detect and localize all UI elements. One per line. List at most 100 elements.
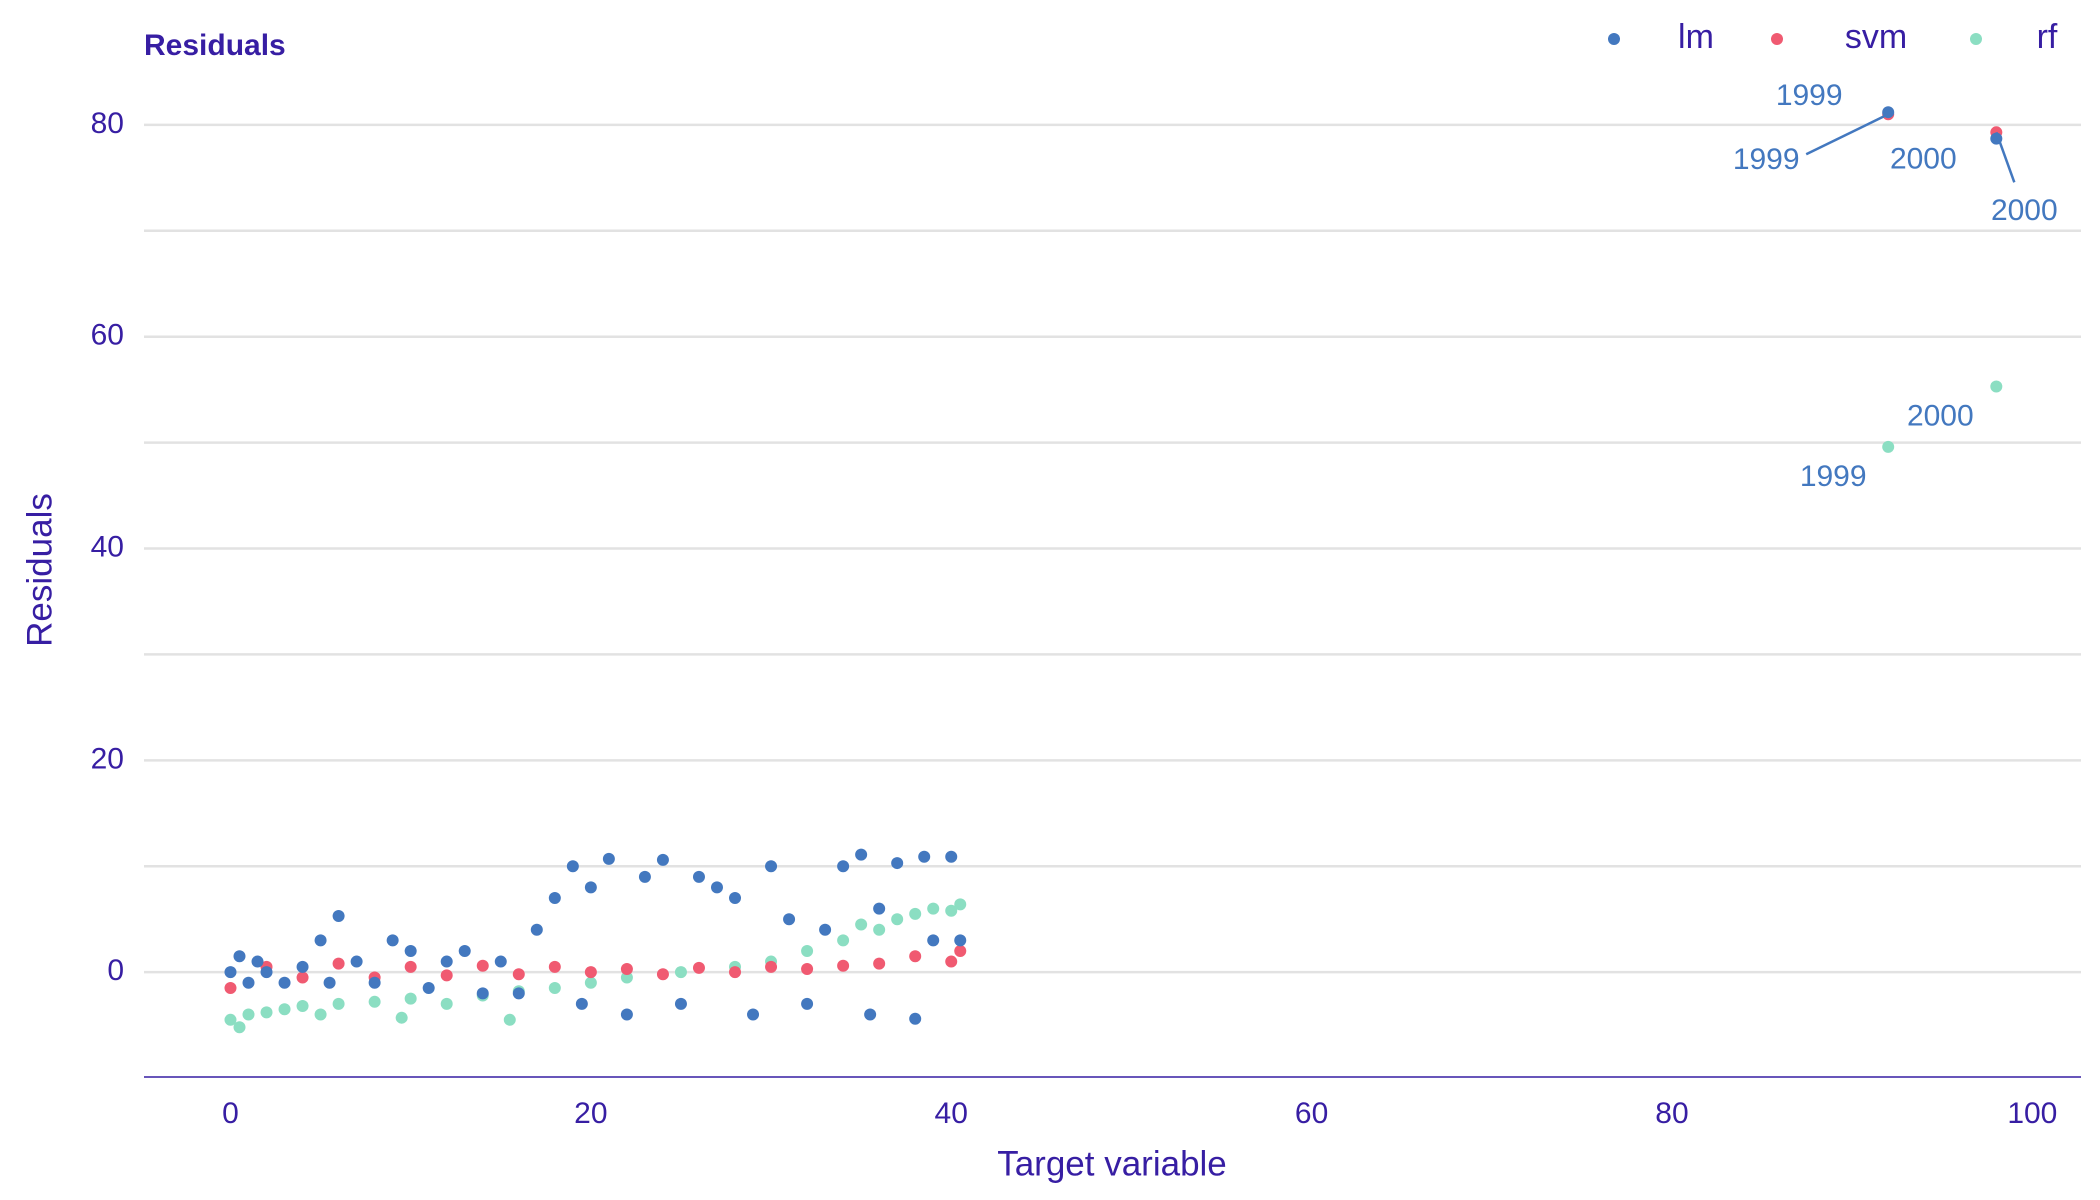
point: [891, 857, 904, 870]
point: [620, 971, 633, 984]
point: [260, 1006, 273, 1019]
x-tick-label: 20: [574, 1097, 607, 1130]
point: [909, 1012, 922, 1025]
annotation: 1999: [1800, 460, 1867, 493]
point: [224, 966, 237, 979]
legend-marker: [1608, 33, 1620, 45]
point: [819, 923, 832, 936]
point: [765, 960, 778, 973]
point: [575, 997, 588, 1010]
annotation: 2000: [1907, 399, 1974, 432]
point: [296, 1000, 309, 1013]
point: [584, 966, 597, 979]
point: [729, 966, 742, 979]
point: [548, 982, 561, 995]
legend-label: rf: [2037, 18, 2058, 56]
point: [855, 918, 868, 931]
point: [620, 962, 633, 975]
point: [395, 1011, 408, 1024]
x-tick-label: 40: [935, 1097, 968, 1130]
point: [927, 902, 940, 915]
point: [873, 923, 886, 936]
point: [837, 934, 850, 947]
point: [873, 902, 886, 915]
point: [530, 923, 543, 936]
point: [368, 995, 381, 1008]
point: [873, 957, 886, 970]
point: [476, 959, 489, 972]
annotation-leader: [1805, 113, 1889, 156]
legend-label: svm: [1845, 18, 1907, 56]
annotation: 1999: [1776, 79, 1843, 112]
point: [927, 934, 940, 947]
x-axis-title: Target variable: [997, 1144, 1227, 1183]
annotation: 2000: [1991, 194, 2058, 227]
point: [855, 848, 868, 861]
legend-label: lm: [1678, 18, 1714, 56]
point: [503, 1013, 516, 1026]
point: [954, 934, 967, 947]
point: [801, 944, 814, 957]
point: [954, 898, 967, 911]
point: [1882, 440, 1895, 453]
y-axis-title: Residuals: [20, 493, 59, 647]
point: [584, 976, 597, 989]
y-tick-label: 80: [91, 107, 124, 140]
point: [332, 910, 345, 923]
point: [674, 997, 687, 1010]
point: [404, 944, 417, 957]
point: [909, 907, 922, 920]
legend-marker: [1970, 33, 1982, 45]
point: [251, 955, 264, 968]
point: [692, 961, 705, 974]
point: [638, 870, 651, 883]
point: [566, 860, 579, 873]
point: [386, 934, 399, 947]
point: [242, 976, 255, 989]
legend-marker: [1771, 33, 1783, 45]
annotation: 1999: [1733, 143, 1800, 176]
chart-title: Residuals: [144, 29, 286, 62]
x-tick-label: 100: [2007, 1097, 2057, 1130]
x-tick-label: 0: [222, 1097, 239, 1130]
point: [494, 955, 507, 968]
point: [224, 1013, 237, 1026]
point: [224, 982, 237, 995]
point: [404, 992, 417, 1005]
point: [332, 957, 345, 970]
point: [476, 987, 489, 1000]
point: [891, 913, 904, 926]
point: [954, 944, 967, 957]
point: [656, 968, 669, 981]
point: [323, 976, 336, 989]
y-tick-label: 20: [91, 742, 124, 775]
point: [710, 881, 723, 894]
point: [729, 892, 742, 905]
annotation-leader: [1995, 131, 2016, 183]
point: [314, 1008, 327, 1021]
point: [296, 971, 309, 984]
point: [512, 968, 525, 981]
point: [332, 997, 345, 1010]
point: [440, 955, 453, 968]
point: [864, 1008, 877, 1021]
y-tick-label: 0: [107, 954, 124, 987]
point: [233, 1021, 246, 1034]
point: [674, 966, 687, 979]
x-tick-label: 60: [1295, 1097, 1328, 1130]
point: [765, 860, 778, 873]
point: [260, 966, 273, 979]
point: [801, 962, 814, 975]
point: [1990, 380, 2003, 393]
point: [656, 853, 669, 866]
y-tick-label: 40: [91, 530, 124, 563]
point: [945, 904, 958, 917]
point: [440, 969, 453, 982]
point: [296, 960, 309, 973]
point: [233, 950, 246, 963]
annotation: 2000: [1890, 143, 1957, 176]
point: [945, 850, 958, 863]
point: [747, 1008, 760, 1021]
point: [783, 913, 796, 926]
y-tick-label: 60: [91, 319, 124, 352]
